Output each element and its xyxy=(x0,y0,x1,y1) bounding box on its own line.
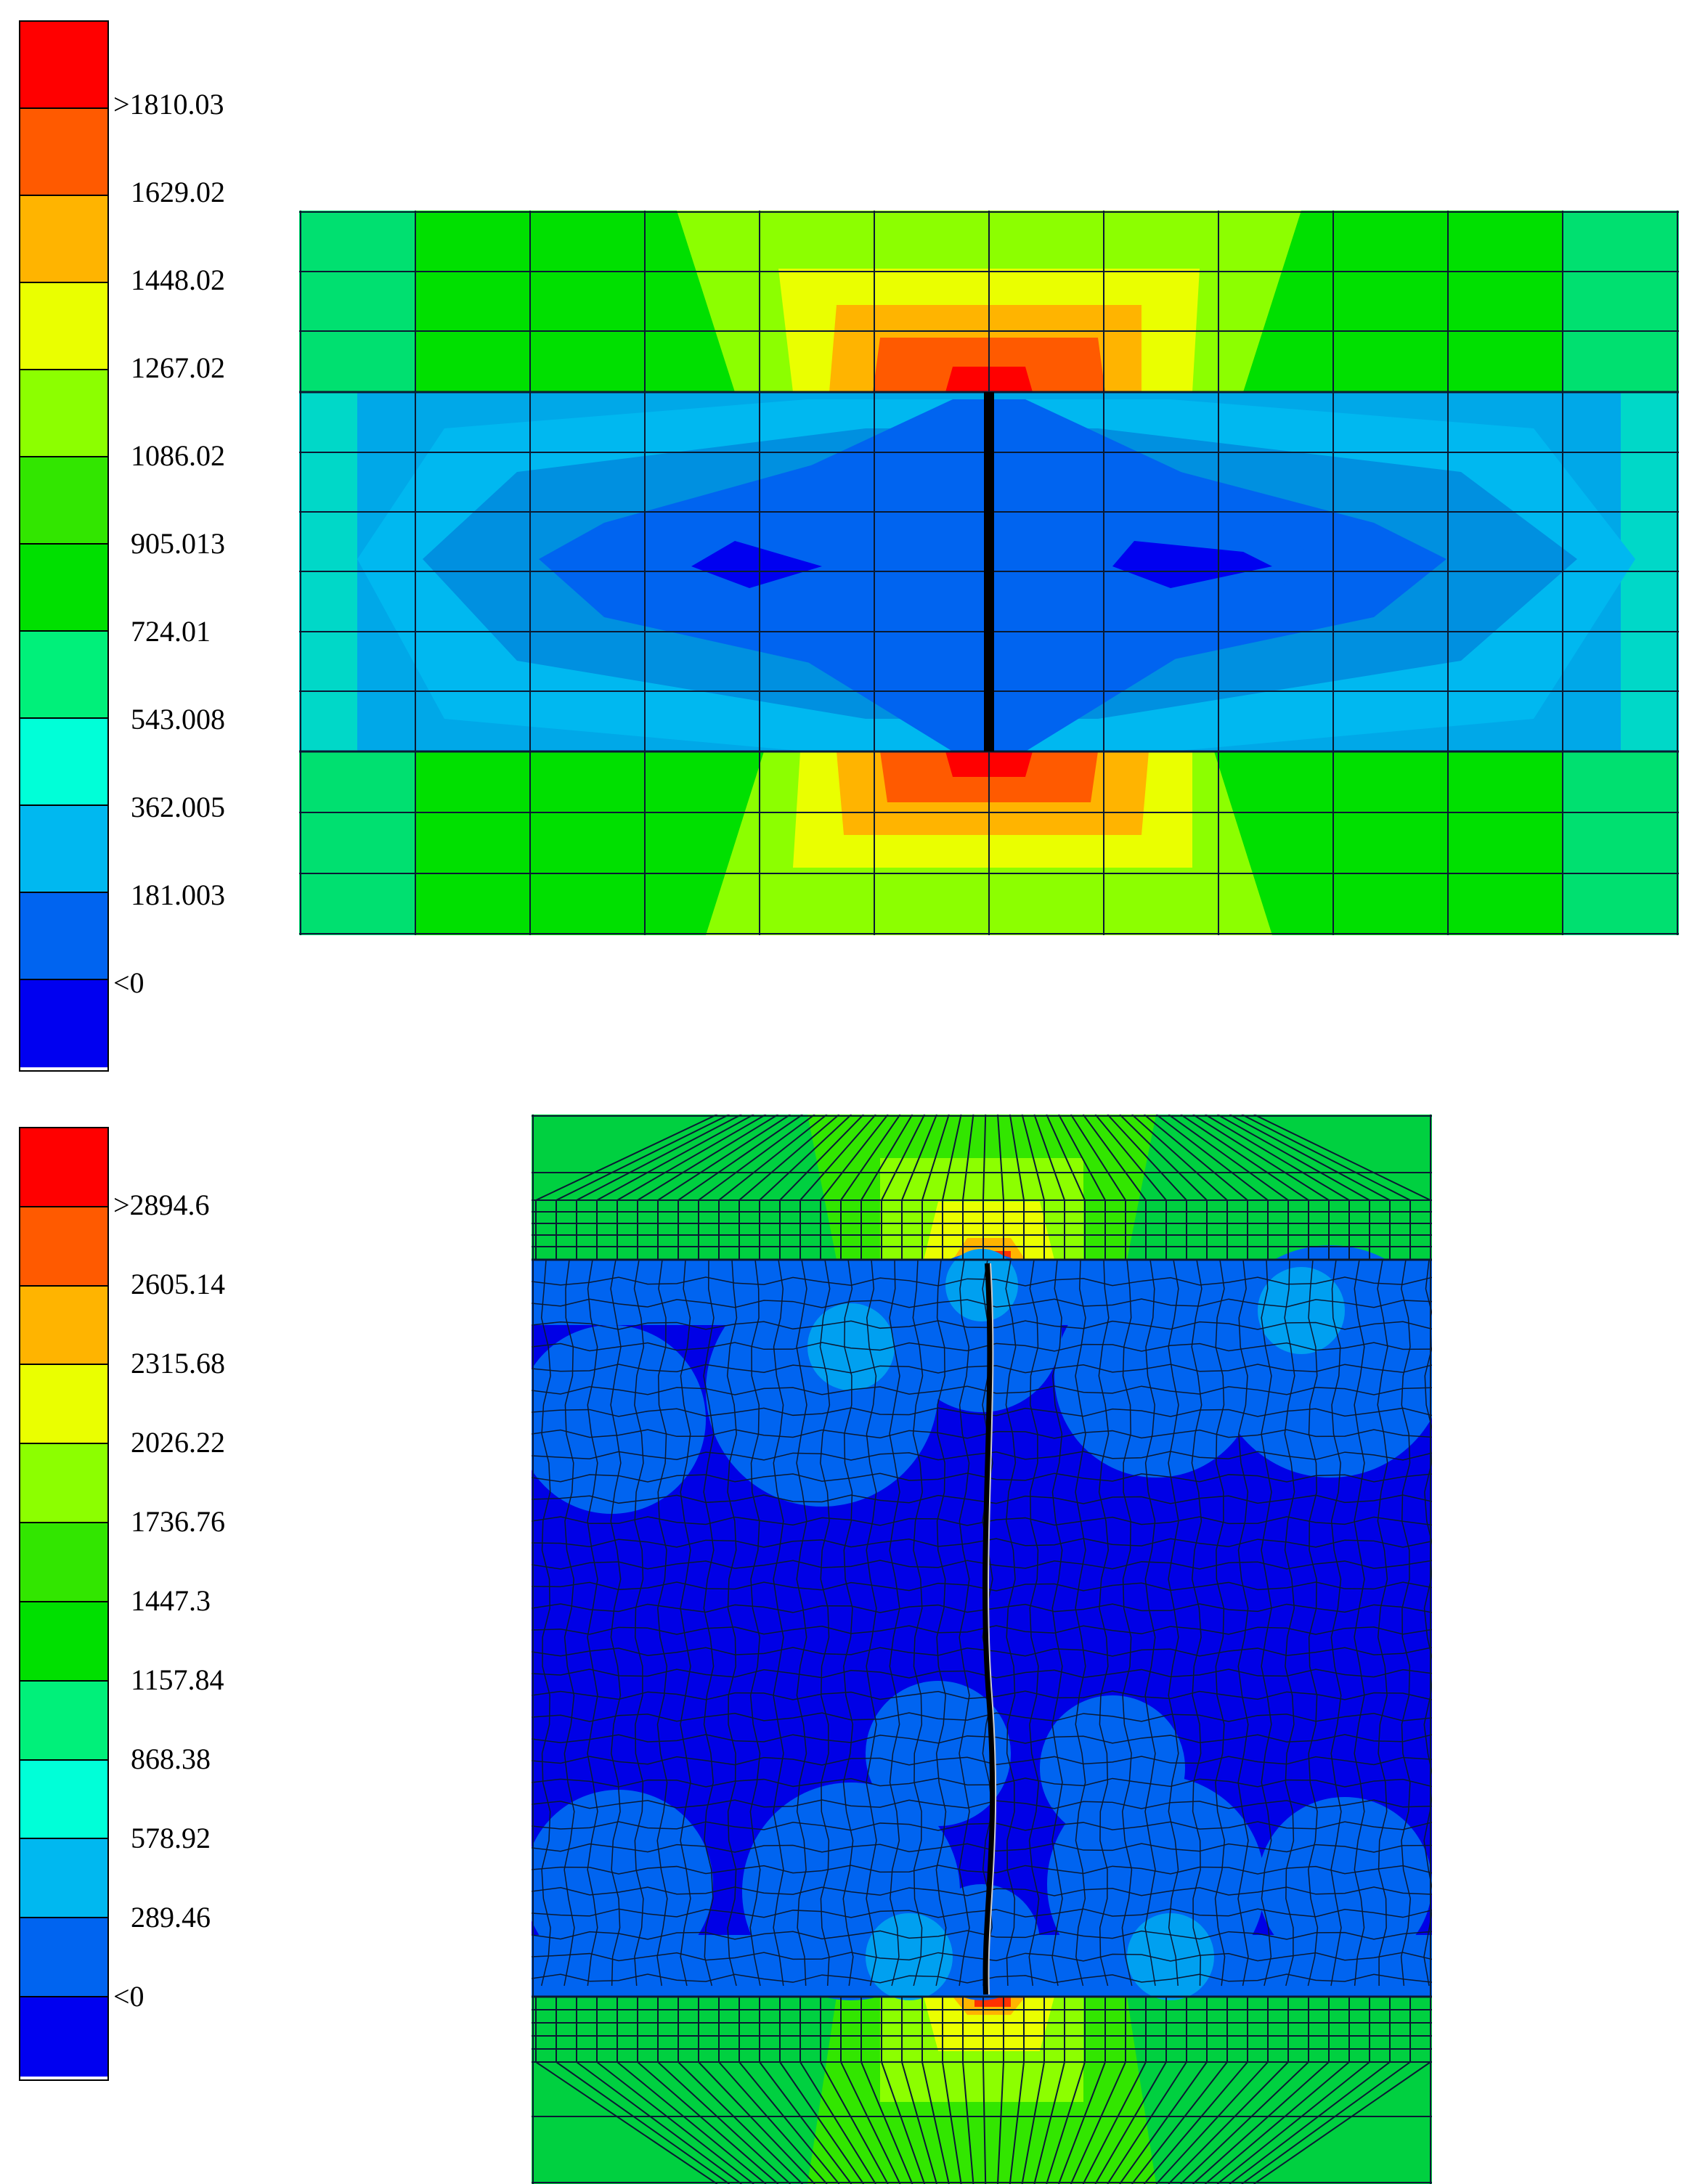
bottom-legend-label: 2026.22 xyxy=(131,1426,225,1459)
top-legend-band xyxy=(20,196,107,283)
bottom-legend-label: 1736.76 xyxy=(131,1505,225,1538)
bottom-contour-plot xyxy=(532,1115,1432,2184)
bottom-legend-band xyxy=(20,1760,107,1840)
top-legend-band xyxy=(20,893,107,980)
top-legend-label: <0 xyxy=(113,966,145,999)
bottom-legend-band xyxy=(20,1523,107,1602)
top-contour-plot xyxy=(299,211,1679,935)
bottom-legend-labels: >2894.6 2605.14 2315.68 2026.22 1736.76 … xyxy=(113,0,273,2167)
bottom-legend-band xyxy=(20,1918,107,1998)
top-legend-band xyxy=(20,980,107,1067)
top-legend-labels: >1810.03 1629.02 1448.02 1267.02 1086.02… xyxy=(113,0,273,1089)
top-legend-band xyxy=(20,806,107,893)
bottom-legend-band xyxy=(20,1128,107,1207)
top-legend-band xyxy=(20,370,107,457)
top-legend-band xyxy=(20,283,107,370)
top-legend-band xyxy=(20,719,107,806)
bottom-mesh xyxy=(532,1115,1432,2184)
top-color-legend xyxy=(19,20,109,1072)
bottom-legend-band xyxy=(20,1839,107,1919)
top-legend-label: 1267.02 xyxy=(131,351,225,384)
bottom-legend-label: 868.38 xyxy=(131,1743,211,1775)
top-legend-band xyxy=(20,22,107,109)
top-legend-label: 905.013 xyxy=(131,527,225,560)
bottom-legend-band xyxy=(20,1997,107,2077)
bottom-legend-band xyxy=(20,1286,107,1366)
bottom-color-legend xyxy=(19,1127,109,2081)
top-legend-label: 362.005 xyxy=(131,791,225,823)
bottom-legend-label: 2605.14 xyxy=(131,1268,225,1300)
bottom-legend-label: >2894.6 xyxy=(113,1189,210,1221)
bottom-legend-label: 1157.84 xyxy=(131,1663,224,1696)
bottom-crack xyxy=(982,1263,996,1995)
top-legend-band xyxy=(20,109,107,196)
bottom-legend-band xyxy=(20,1207,107,1287)
bottom-legend-label: 2315.68 xyxy=(131,1347,225,1380)
top-legend-label: >1810.03 xyxy=(113,88,224,121)
top-crack xyxy=(984,392,994,751)
bottom-legend-label: 1447.3 xyxy=(131,1584,211,1617)
top-legend-label: 1448.02 xyxy=(131,264,225,296)
top-legend-band xyxy=(20,457,107,545)
top-legend-label: 1629.02 xyxy=(131,176,225,208)
top-legend-band xyxy=(20,545,107,632)
top-legend-band xyxy=(20,632,107,719)
top-legend-label: 724.01 xyxy=(131,615,211,648)
bottom-legend-label: 578.92 xyxy=(131,1822,211,1854)
bottom-legend-band xyxy=(20,1365,107,1445)
bottom-legend-label: 289.46 xyxy=(131,1901,211,1934)
bottom-legend-label: <0 xyxy=(113,1980,145,2013)
bottom-legend-band xyxy=(20,1444,107,1524)
top-legend-label: 1086.02 xyxy=(131,439,225,472)
top-legend-label: 181.003 xyxy=(131,879,225,911)
top-legend-label: 543.008 xyxy=(131,703,225,736)
bottom-legend-band xyxy=(20,1681,107,1761)
bottom-legend-band xyxy=(20,1602,107,1682)
